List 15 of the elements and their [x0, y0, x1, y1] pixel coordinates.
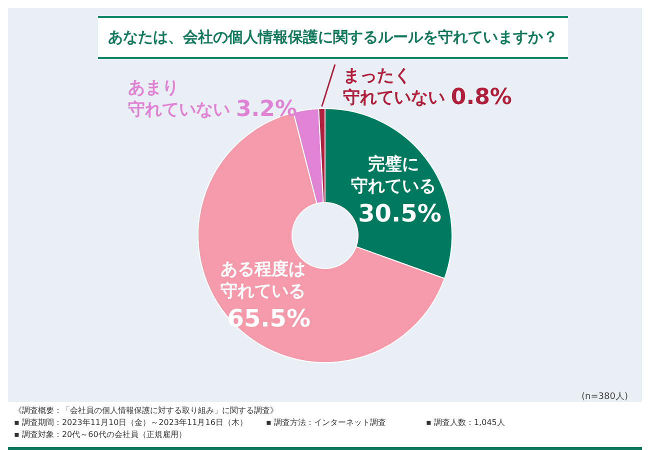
- data-label: 30.5%: [358, 199, 442, 228]
- chart-title: あなたは、会社の個人情報保護に関するルールを守れていますか？: [98, 16, 568, 59]
- text: (n=380人): [582, 390, 628, 403]
- slice-label: 完璧に守れている: [351, 154, 436, 197]
- text: 《調査概要：「会社員の個人情報保護に対する取り組み」に関する調査》: [14, 405, 279, 417]
- data-label: 65.5%: [227, 304, 310, 332]
- data-label: 0.8%: [450, 85, 512, 110]
- text: ▪ 調査対象：20代～60代の会社員（正規雇用）: [14, 429, 188, 441]
- slice-label: ある程度は守れている: [220, 259, 306, 302]
- slice-label: あまり守れていない: [128, 78, 236, 120]
- slice-label: まったく守れていない: [343, 66, 451, 108]
- text: ▪ 調査人数：1,045人: [426, 417, 506, 429]
- data-label: 3.2%: [236, 97, 297, 122]
- text: ▪ 調査期間：2023年11月10日（金）～2023年11月16日（木）: [14, 417, 248, 429]
- text: ▪ 調査方法：インターネット調査: [266, 417, 387, 429]
